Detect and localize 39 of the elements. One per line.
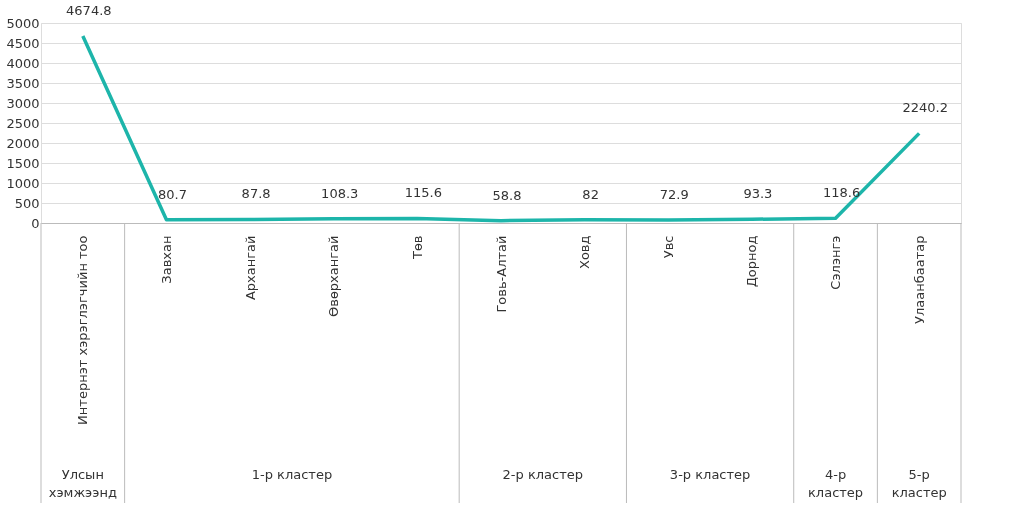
y-tick-label: 3000 [6, 95, 40, 111]
text: 3-р кластер [669, 467, 751, 482]
data-label: 108.3 [321, 185, 359, 201]
y-tick-label: 4000 [6, 55, 40, 71]
y-tick-label: 1000 [6, 175, 40, 191]
data-label: 87.8 [241, 186, 271, 202]
y-tick-label: 2000 [6, 135, 40, 151]
y-tick-label: 3500 [6, 75, 40, 91]
x-tick-label: Говь-Алтай [493, 235, 509, 313]
x-tick-label: Увс [660, 235, 676, 259]
x-tick-label: Дорнод [744, 235, 760, 288]
text: 5-р кластер [891, 467, 947, 500]
y-tick-label: 4500 [6, 35, 40, 51]
data-label: 115.6 [404, 185, 442, 201]
text: 4-р кластер [807, 467, 864, 500]
x-tick-label: Сэлэнгэ [828, 235, 844, 290]
x-tick-label: Төв [409, 235, 425, 261]
y-tick-label: 0 [31, 215, 40, 231]
y-tick-label: 1500 [6, 155, 40, 171]
y-tick-label: 500 [14, 195, 40, 211]
data-label: 2240.2 [902, 100, 948, 116]
y-tick-label: 2500 [6, 115, 40, 131]
x-tick-label: Өвөрхангай [326, 235, 342, 318]
x-tick-label: Завхан [158, 235, 174, 284]
data-label: 4674.8 [66, 3, 112, 19]
data-label: 82 [582, 186, 599, 202]
data-label: 118.6 [822, 185, 861, 201]
y-tick-label: 5000 [6, 15, 40, 31]
text: 2-р кластер [502, 467, 584, 482]
text: 1-р кластер [251, 467, 333, 482]
data-label: 72.9 [659, 187, 689, 203]
data-label: 80.7 [157, 186, 187, 202]
data-label: 58.8 [492, 187, 522, 203]
text: Улсын хэмжээнд [48, 467, 117, 500]
x-tick-label: Архангай [242, 235, 258, 301]
data-label: 93.3 [743, 186, 773, 202]
x-tick-label: Улаанбаатар [911, 235, 927, 324]
x-tick-label: Ховд [577, 235, 593, 270]
x-tick-label: Интернэт хэрэглэгчийн тоо [75, 235, 91, 425]
